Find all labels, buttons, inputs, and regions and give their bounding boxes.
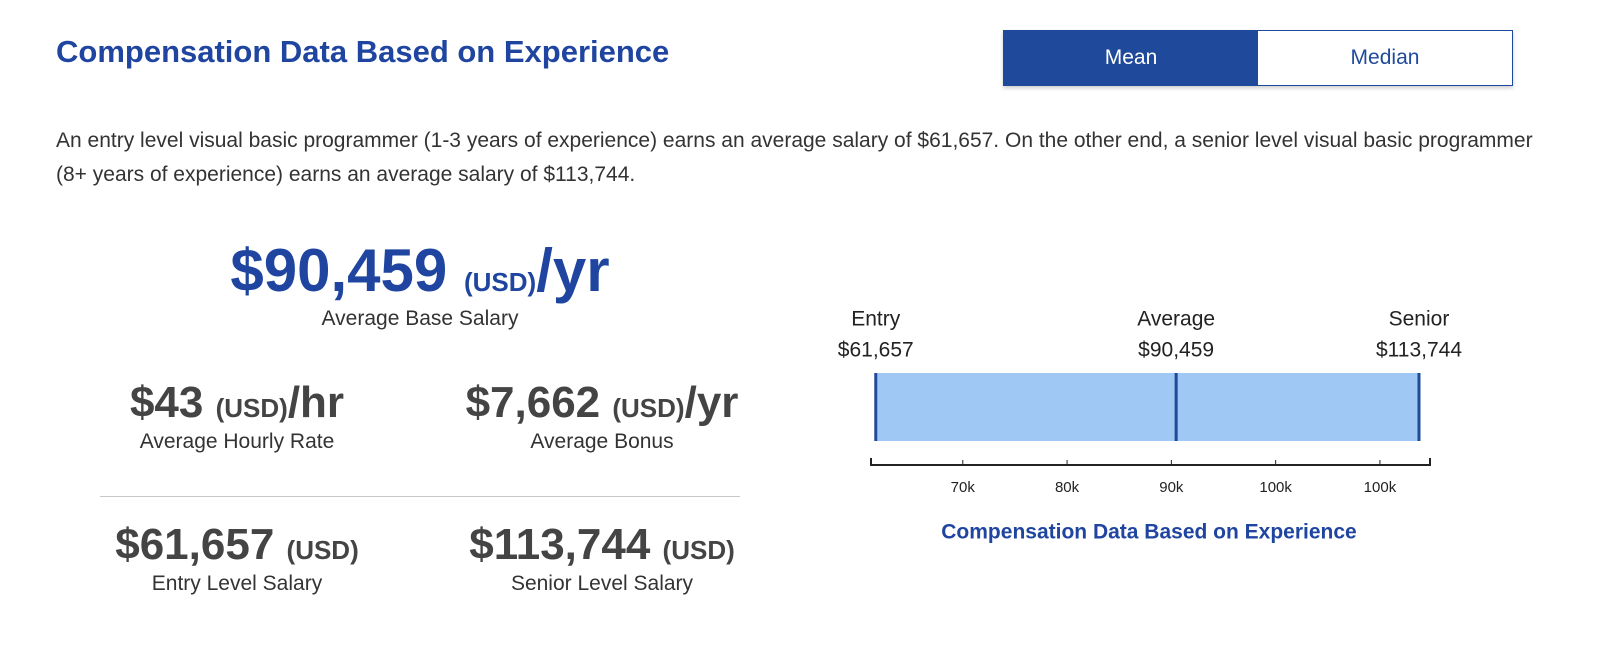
stat: $113,744 (USD) Senior Level Salary: [402, 520, 802, 596]
range-bar: [875, 373, 1419, 441]
x-axis: [870, 458, 1431, 466]
stat-unit: (USD): [286, 535, 359, 565]
summary: An entry level visual basic programmer (…: [56, 129, 1533, 186]
chart: Compensation Data Based on Experience En…: [838, 308, 1463, 544]
stat-label: Entry Level Salary: [151, 572, 323, 595]
toggle-median[interactable]: Median: [1350, 46, 1420, 69]
stat-label: Average Bonus: [530, 430, 674, 453]
stat-unit: (USD): [215, 393, 288, 423]
stat-period: /hr: [287, 378, 345, 427]
toggle: Mean Median: [1003, 30, 1513, 86]
stat: $43 (USD)/hr Average Hourly Rate: [37, 378, 437, 454]
stat-unit: (USD): [612, 393, 685, 423]
stat-period: /yr: [536, 237, 610, 304]
stat-value: $7,662: [465, 378, 601, 427]
marker-label: Senior: [1389, 308, 1450, 331]
stat: $61,657 (USD) Entry Level Salary: [37, 520, 437, 596]
stat-value: $90,459: [230, 237, 448, 304]
x-tick-label: 100k: [1364, 479, 1397, 496]
page-title: Compensation Data Based on Experience: [56, 34, 670, 69]
stat-label: Average Base Salary: [321, 307, 519, 330]
x-tick-label: 90k: [1159, 479, 1184, 496]
stat: $7,662 (USD)/yr Average Bonus: [402, 378, 802, 454]
marker-value: $113,744: [1376, 339, 1462, 362]
marker-label: Entry: [851, 308, 901, 331]
stat-label: Senior Level Salary: [510, 572, 694, 595]
toggle-mean[interactable]: Mean: [1004, 31, 1258, 85]
marker-value: $61,657: [838, 339, 914, 362]
stat-value: $113,744: [469, 520, 651, 569]
marker-value: $90,459: [1138, 339, 1214, 362]
stat-unit: (USD): [463, 267, 537, 297]
x-tick-label: 70k: [951, 479, 976, 496]
chart-title: Compensation Data Based on Experience: [941, 521, 1356, 544]
stat-value: $61,657: [115, 520, 275, 569]
x-tick-label: 100k: [1259, 479, 1292, 496]
stat-label: Average Hourly Rate: [139, 430, 335, 453]
marker-label: Average: [1137, 308, 1215, 331]
x-tick-label: 80k: [1055, 479, 1080, 496]
stat-period: /yr: [684, 378, 739, 427]
stat: $90,459 (USD)/yr Average Base Salary: [220, 236, 620, 331]
stat-unit: (USD): [662, 535, 735, 565]
stat-value: $43: [129, 378, 204, 427]
divider: [100, 496, 740, 497]
